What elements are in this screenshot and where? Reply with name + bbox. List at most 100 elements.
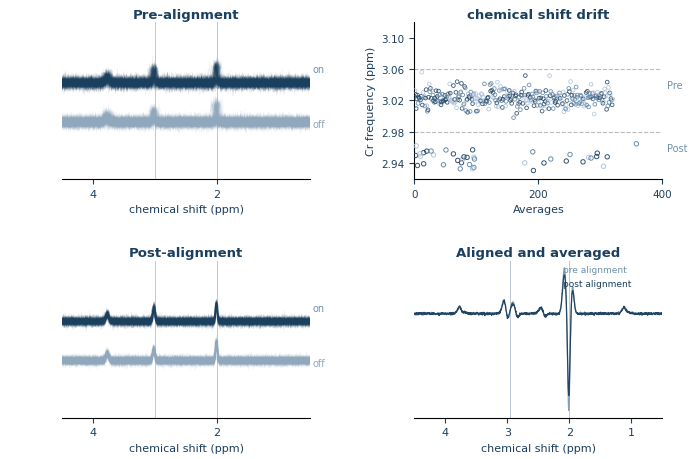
Point xyxy=(550,100,561,107)
Point xyxy=(444,95,455,102)
Point xyxy=(584,94,595,101)
Text: pre alignment: pre alignment xyxy=(563,266,627,275)
Point xyxy=(531,102,542,110)
Point xyxy=(410,152,421,160)
Point xyxy=(580,101,591,109)
Point xyxy=(410,91,421,99)
Point xyxy=(490,97,501,105)
Y-axis label: Cr frequency (ppm): Cr frequency (ppm) xyxy=(366,47,376,156)
Point xyxy=(437,97,448,105)
Point xyxy=(484,82,495,89)
Point xyxy=(511,111,522,118)
Point xyxy=(551,93,562,101)
Point xyxy=(541,94,552,101)
Point xyxy=(435,102,446,109)
Point xyxy=(424,89,435,96)
Point xyxy=(502,93,513,100)
Point xyxy=(538,90,549,97)
Point xyxy=(445,90,456,98)
Text: Post: Post xyxy=(667,143,688,153)
Point xyxy=(415,96,426,103)
Point xyxy=(492,79,503,87)
Point xyxy=(487,94,498,101)
Point xyxy=(491,100,502,107)
Point xyxy=(599,94,610,101)
Point xyxy=(466,95,477,102)
Point xyxy=(467,101,478,108)
Point xyxy=(577,95,588,102)
Title: chemical shift drift: chemical shift drift xyxy=(467,9,609,22)
Point xyxy=(606,97,617,104)
Point xyxy=(518,98,529,105)
Point xyxy=(497,96,509,104)
Point xyxy=(417,102,428,109)
Point xyxy=(415,151,426,158)
Text: Pre: Pre xyxy=(667,81,683,90)
Point xyxy=(530,99,541,106)
Point xyxy=(469,164,480,172)
Point xyxy=(412,162,423,170)
Point xyxy=(472,108,483,115)
Point xyxy=(565,78,576,86)
Point xyxy=(425,85,436,93)
Point xyxy=(415,153,426,161)
Point xyxy=(415,97,426,105)
Point xyxy=(538,96,549,103)
Point xyxy=(600,90,611,97)
Point xyxy=(428,100,440,107)
Point xyxy=(495,84,506,91)
Point xyxy=(476,91,487,98)
Point xyxy=(473,102,484,109)
Point xyxy=(459,84,470,91)
Point xyxy=(575,93,586,101)
Point xyxy=(582,89,593,96)
Point xyxy=(419,93,430,101)
Point xyxy=(475,98,486,105)
Point xyxy=(506,95,517,103)
Point xyxy=(545,156,556,163)
Point xyxy=(454,97,465,105)
Point xyxy=(563,85,574,93)
Point xyxy=(598,99,609,106)
Point xyxy=(450,99,461,106)
Point xyxy=(513,94,524,101)
Point xyxy=(528,97,539,105)
Point xyxy=(584,90,595,98)
Point xyxy=(469,156,480,163)
Point xyxy=(581,102,592,109)
X-axis label: chemical shift (ppm): chemical shift (ppm) xyxy=(128,205,244,215)
Point xyxy=(412,92,423,100)
Point xyxy=(501,94,512,101)
Point xyxy=(604,90,615,97)
Point xyxy=(575,92,586,100)
Point xyxy=(465,89,476,96)
Point xyxy=(578,159,589,166)
Point xyxy=(518,101,529,108)
Point xyxy=(531,90,542,97)
Point xyxy=(446,97,457,105)
Point xyxy=(457,92,469,100)
Point xyxy=(586,94,598,101)
Point xyxy=(504,88,515,95)
Point xyxy=(457,156,469,163)
Point xyxy=(440,147,451,154)
Point xyxy=(550,98,561,106)
Point xyxy=(564,151,575,159)
Point xyxy=(576,101,587,108)
X-axis label: Averages: Averages xyxy=(513,205,564,215)
Point xyxy=(545,89,556,96)
Point xyxy=(499,94,510,101)
Point xyxy=(522,93,533,100)
Point xyxy=(542,98,553,106)
Point xyxy=(452,157,463,165)
Point xyxy=(544,106,555,113)
Point xyxy=(527,149,538,156)
Point xyxy=(607,102,618,109)
Point xyxy=(552,102,563,110)
Point xyxy=(416,69,427,77)
Point xyxy=(589,111,600,118)
Point xyxy=(466,96,477,104)
Point xyxy=(592,150,603,157)
Point xyxy=(411,143,422,150)
Point xyxy=(434,92,445,99)
